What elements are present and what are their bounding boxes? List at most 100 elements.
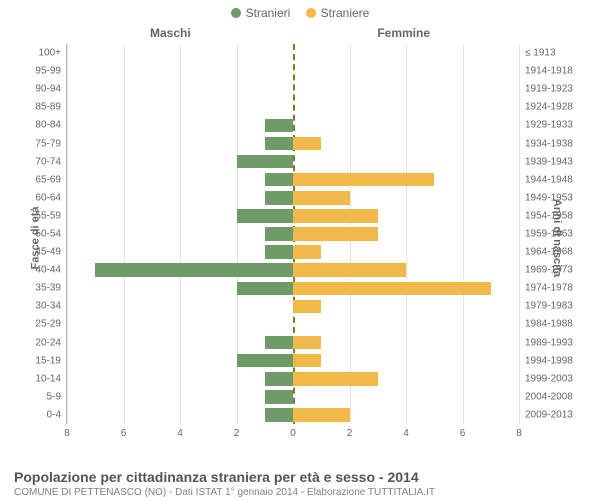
age-row: 55-591954-1958 <box>67 209 519 223</box>
bar-male <box>265 336 293 350</box>
age-row: 70-741939-1943 <box>67 155 519 169</box>
age-label: 15-19 <box>35 355 67 366</box>
age-row: 100+≤ 1913 <box>67 46 519 60</box>
x-tick-label: 2 <box>347 428 353 439</box>
birth-year-label: 2009-2013 <box>519 409 573 420</box>
legend: Stranieri Straniere <box>0 6 600 21</box>
bar-male <box>95 263 293 277</box>
x-tick-label: 6 <box>460 428 466 439</box>
birth-year-label: 1949-1953 <box>519 192 573 203</box>
birth-year-label: 1984-1988 <box>519 319 573 330</box>
age-label: 30-34 <box>35 301 67 312</box>
bar-female <box>293 354 321 368</box>
legend-dot-male <box>231 8 241 18</box>
bar-female <box>293 227 378 241</box>
bar-female <box>293 191 350 205</box>
bar-male <box>265 191 293 205</box>
bar-female <box>293 263 406 277</box>
age-row: 15-191994-1998 <box>67 354 519 368</box>
age-label: 80-84 <box>35 120 67 131</box>
age-label: 90-94 <box>35 84 67 95</box>
birth-year-label: 1964-1968 <box>519 247 573 258</box>
bar-male <box>265 119 293 133</box>
legend-label-female: Straniere <box>321 6 370 20</box>
bar-female <box>293 336 321 350</box>
birth-year-label: 1974-1978 <box>519 283 573 294</box>
age-label: 55-59 <box>35 210 67 221</box>
birth-year-label: 1929-1933 <box>519 120 573 131</box>
age-label: 100+ <box>38 48 67 59</box>
legend-item-male: Stranieri <box>231 6 291 20</box>
age-row: 60-641949-1953 <box>67 191 519 205</box>
age-label: 60-64 <box>35 192 67 203</box>
legend-label-male: Stranieri <box>246 6 291 20</box>
age-row: 65-691944-1948 <box>67 173 519 187</box>
figure: Stranieri Straniere Fasce di età Anni di… <box>0 0 600 500</box>
bar-female <box>293 372 378 386</box>
age-row: 10-141999-2003 <box>67 372 519 386</box>
age-label: 5-9 <box>47 391 67 402</box>
birth-year-label: 1979-1983 <box>519 301 573 312</box>
birth-year-label: 1914-1918 <box>519 66 573 77</box>
bar-male <box>265 245 293 259</box>
birth-year-label: 1924-1928 <box>519 102 573 113</box>
age-row: 80-841929-1933 <box>67 119 519 133</box>
age-label: 95-99 <box>35 66 67 77</box>
bar-male <box>265 173 293 187</box>
caption-subtitle: COMUNE DI PETTENASCO (NO) - Dati ISTAT 1… <box>14 487 586 498</box>
bar-male <box>237 354 294 368</box>
bar-female <box>293 173 434 187</box>
age-row: 0-42009-2013 <box>67 408 519 422</box>
age-label: 20-24 <box>35 337 67 348</box>
age-label: 40-44 <box>35 265 67 276</box>
birth-year-label: 1959-1963 <box>519 228 573 239</box>
caption-title: Popolazione per cittadinanza straniera p… <box>14 469 586 485</box>
bar-male <box>237 282 294 296</box>
age-row: 40-441969-1973 <box>67 263 519 277</box>
plot-region: 022446688100+≤ 191395-991914-191890-9419… <box>66 44 520 424</box>
age-label: 75-79 <box>35 138 67 149</box>
birth-year-label: 1999-2003 <box>519 373 573 384</box>
age-label: 0-4 <box>47 409 67 420</box>
bar-male <box>237 155 294 169</box>
age-label: 45-49 <box>35 247 67 258</box>
age-label: 65-69 <box>35 174 67 185</box>
column-header-male: Maschi <box>150 26 191 40</box>
birth-year-label: ≤ 1913 <box>519 48 556 59</box>
birth-year-label: 1994-1998 <box>519 355 573 366</box>
age-label: 35-39 <box>35 283 67 294</box>
x-tick-label: 8 <box>516 428 522 439</box>
birth-year-label: 1934-1938 <box>519 138 573 149</box>
age-label: 10-14 <box>35 373 67 384</box>
birth-year-label: 1939-1943 <box>519 156 573 167</box>
bar-female <box>293 137 321 151</box>
caption: Popolazione per cittadinanza straniera p… <box>14 469 586 498</box>
age-label: 25-29 <box>35 319 67 330</box>
birth-year-label: 1989-1993 <box>519 337 573 348</box>
legend-dot-female <box>306 8 316 18</box>
age-label: 85-89 <box>35 102 67 113</box>
age-row: 30-341979-1983 <box>67 300 519 314</box>
birth-year-label: 1954-1958 <box>519 210 573 221</box>
age-row: 35-391974-1978 <box>67 282 519 296</box>
age-row: 50-541959-1963 <box>67 227 519 241</box>
birth-year-label: 2004-2008 <box>519 391 573 402</box>
legend-item-female: Straniere <box>306 6 370 20</box>
x-tick-label: 6 <box>121 428 127 439</box>
bar-male <box>237 209 294 223</box>
birth-year-label: 1969-1973 <box>519 265 573 276</box>
bar-female <box>293 209 378 223</box>
x-tick-label: 4 <box>177 428 183 439</box>
bar-female <box>293 408 350 422</box>
bar-male <box>265 137 293 151</box>
bar-male <box>265 372 293 386</box>
x-tick-label: 4 <box>403 428 409 439</box>
age-row: 20-241989-1993 <box>67 336 519 350</box>
x-tick-label: 0 <box>290 428 296 439</box>
age-row: 95-991914-1918 <box>67 64 519 78</box>
birth-year-label: 1944-1948 <box>519 174 573 185</box>
bar-female <box>293 300 321 314</box>
bar-female <box>293 245 321 259</box>
x-tick-label: 8 <box>64 428 70 439</box>
age-row: 25-291984-1988 <box>67 318 519 332</box>
